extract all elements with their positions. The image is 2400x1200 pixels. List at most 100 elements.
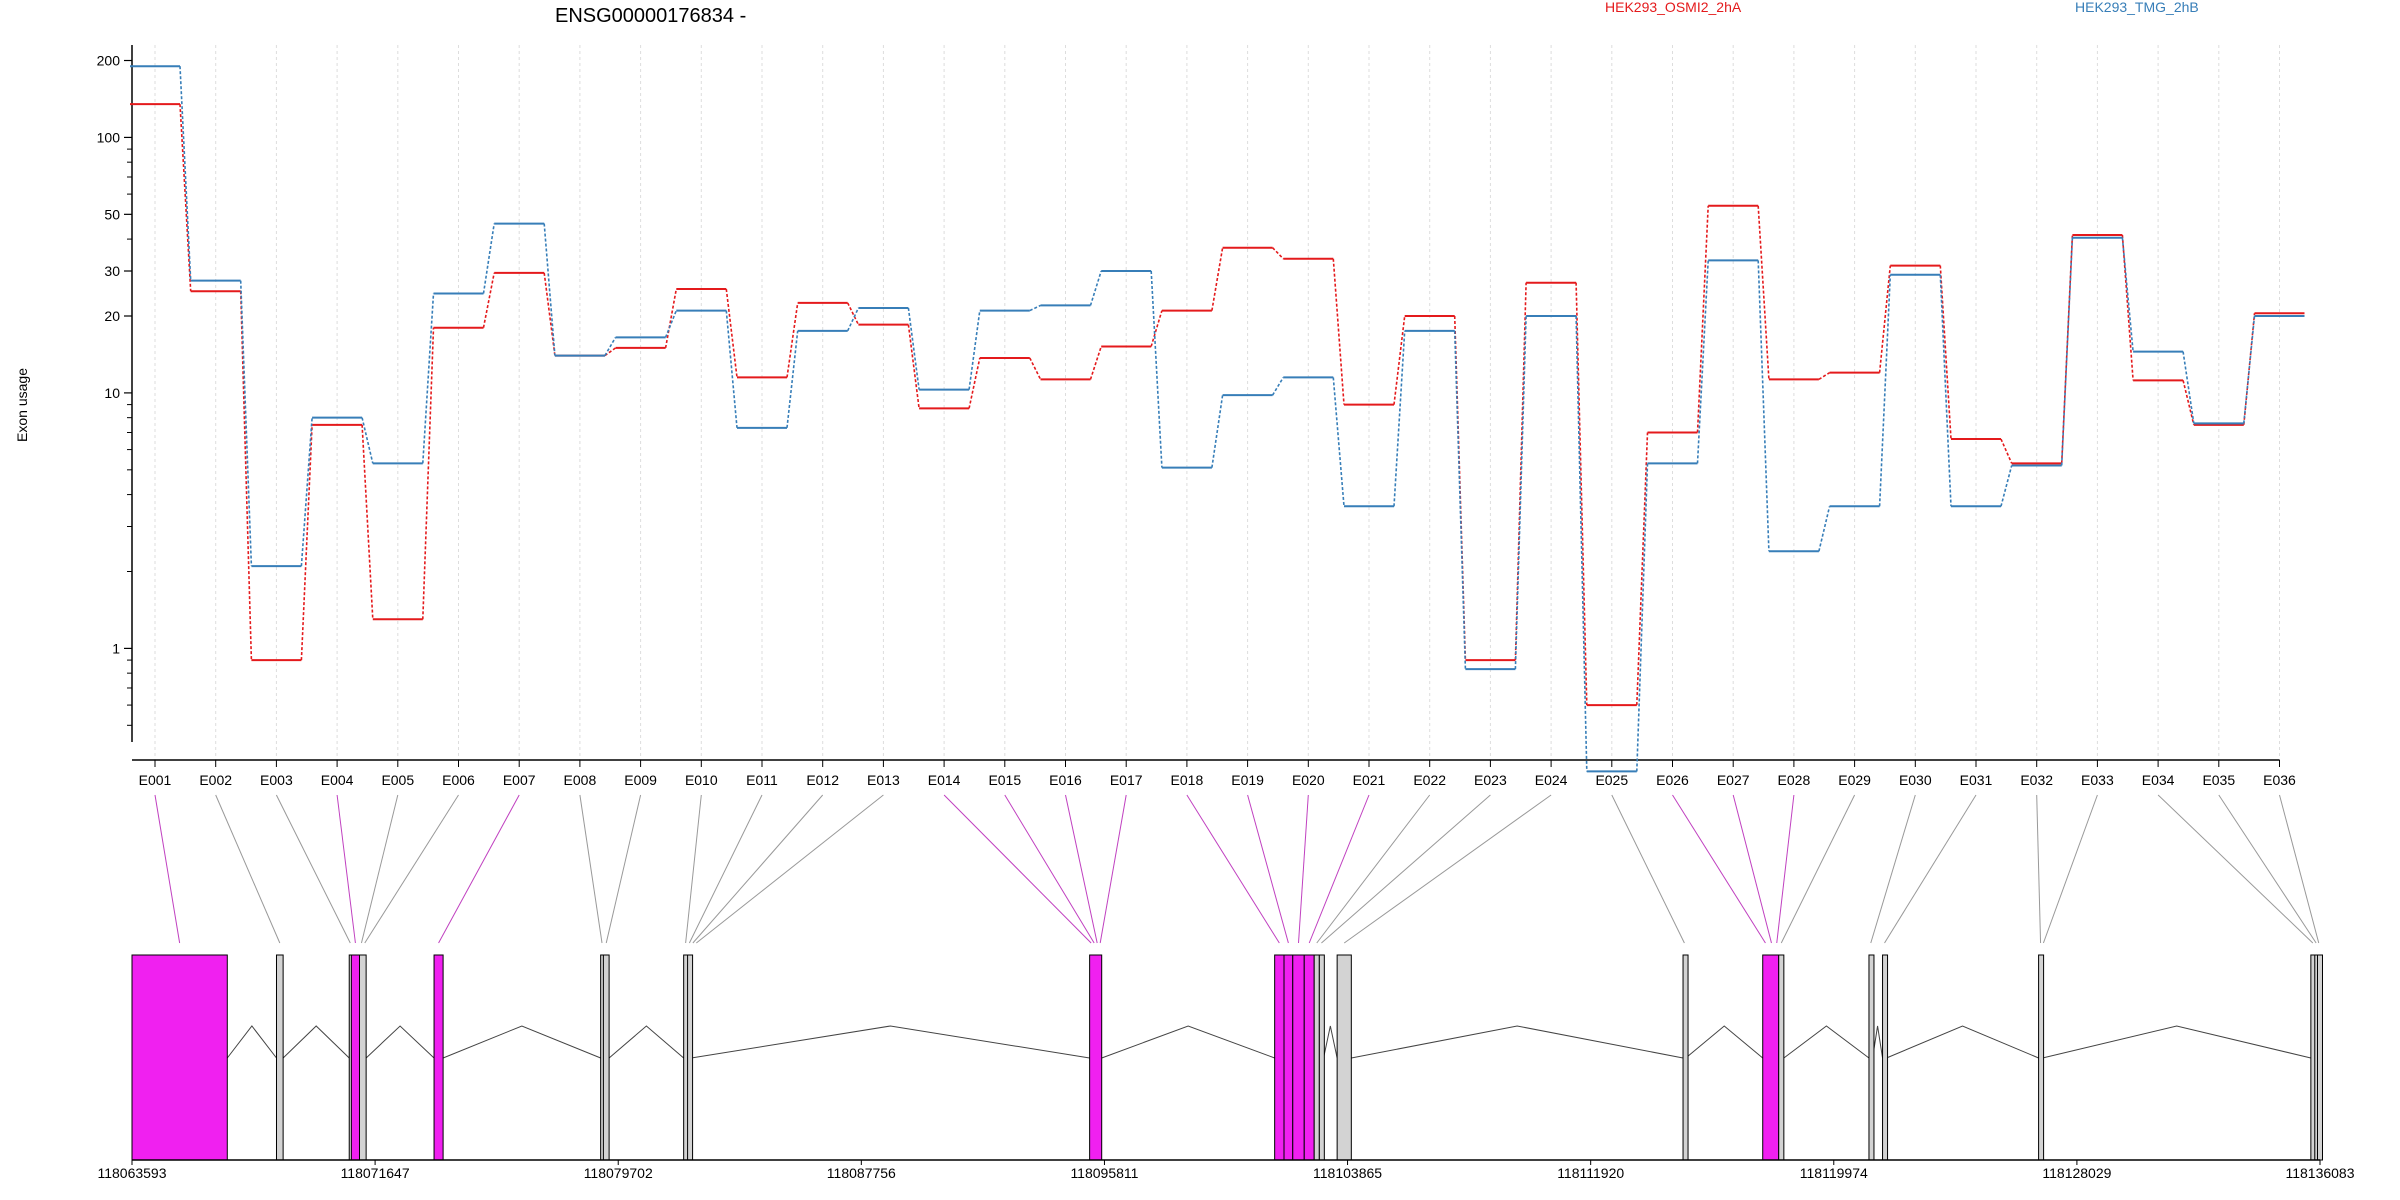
x-tick-label: E030 (1899, 772, 1932, 788)
exon-connector (1004, 794, 1095, 944)
connector (1453, 330, 1467, 670)
coordinate-label: 118087756 (827, 1165, 896, 1181)
connector (846, 302, 860, 326)
exon-block (2316, 954, 2323, 1161)
exon-connector (275, 794, 351, 944)
connector (1939, 274, 1952, 507)
exon-connector (685, 794, 702, 944)
exon-connector (605, 794, 642, 944)
y-axis-label: Exon usage (14, 368, 30, 442)
connector (239, 280, 253, 567)
x-tick-label: E012 (806, 772, 839, 788)
exon-connector (1186, 794, 1280, 944)
exon-block (433, 954, 444, 1161)
legend-entry-series-b: HEK293_TMG_2hB (2075, 0, 2199, 15)
connector (1211, 395, 1224, 468)
connector (1636, 432, 1649, 706)
exon-connector (1780, 794, 1856, 944)
connector (1696, 205, 1709, 433)
connector (1332, 258, 1345, 405)
exon-connector (1247, 794, 1289, 944)
exon-block (1882, 954, 1889, 1161)
connector (1636, 463, 1649, 772)
x-tick-label: E011 (746, 772, 778, 788)
connector (1211, 247, 1224, 311)
connector (604, 336, 617, 356)
connector (2243, 313, 2256, 425)
exon-connector (2042, 794, 2098, 944)
intron (365, 1025, 435, 1059)
exon-connector (696, 794, 884, 944)
connector (2121, 234, 2134, 381)
exon-connector (2036, 794, 2042, 944)
y-tick-label: 50 (104, 206, 120, 222)
x-tick-label: E034 (2142, 772, 2175, 788)
intron (608, 1025, 684, 1059)
connector (2121, 237, 2134, 352)
connector (786, 330, 799, 428)
x-tick-label: E004 (321, 772, 354, 788)
x-tick-label: E029 (1838, 772, 1871, 788)
coordinate-label: 118095811 (1070, 1165, 1138, 1181)
x-tick-label: E015 (988, 772, 1021, 788)
connector (361, 417, 374, 464)
connector (1150, 270, 1163, 468)
x-tick-label: E001 (139, 772, 172, 788)
gene-model: 118063593 118071647 118079702 118087756 1180… (97, 794, 2355, 1181)
x-tick-label: E026 (1656, 772, 1689, 788)
connector (846, 307, 860, 332)
exon-connector (336, 794, 356, 944)
connector (1878, 265, 1892, 373)
x-tick-label: E016 (1049, 772, 1082, 788)
exon-connector (2157, 794, 2314, 944)
intron (1101, 1025, 1275, 1059)
plot-area: 1 10 20 30 50 100 200 E001 E002 E003 E004 E005 E006 E… (97, 45, 2305, 788)
exon-connector (1870, 794, 1916, 944)
y-tick-label: 200 (97, 53, 121, 69)
connector (786, 302, 799, 378)
exon-connector (1884, 794, 1977, 944)
x-tick-label: E024 (1535, 772, 1568, 788)
x-tick-label: E025 (1595, 772, 1628, 788)
connector (300, 424, 313, 661)
connector (361, 424, 374, 620)
exon-block (2038, 954, 2045, 1161)
coordinate-label: 118119974 (1800, 1165, 1868, 1181)
intron (282, 1025, 350, 1059)
y-tick-label: 20 (104, 308, 120, 324)
exon-block (350, 954, 360, 1161)
x-tick-label: E028 (1778, 772, 1811, 788)
intron (691, 1025, 1090, 1059)
x-tick-label: E023 (1474, 772, 1507, 788)
connector (1939, 265, 1952, 440)
connector (2000, 438, 2013, 464)
exon-block (131, 954, 228, 1161)
coordinate-label: 118079702 (584, 1165, 653, 1181)
connector (1029, 304, 1041, 312)
intron (2042, 1025, 2311, 1059)
connector (2060, 237, 2074, 466)
connector (664, 310, 678, 338)
x-tick-label: E032 (2020, 772, 2053, 788)
coordinate-label: 118103865 (1313, 1165, 1382, 1181)
connector (1089, 346, 1102, 380)
x-tick-label: E014 (928, 772, 961, 788)
intron (442, 1025, 601, 1059)
connector (968, 310, 981, 390)
connector (1575, 315, 1588, 772)
x-tick-label: E009 (624, 772, 657, 788)
exon-connector (1776, 794, 1795, 944)
x-tick-label: E008 (564, 772, 597, 788)
exon-connector (438, 794, 520, 944)
exon-block (1868, 954, 1875, 1161)
connector (1878, 274, 1892, 507)
exon-connector (360, 794, 399, 944)
y-tick-label: 30 (104, 263, 120, 279)
coordinate-label: 118128029 (2042, 1165, 2111, 1181)
y-tick-label: 100 (97, 129, 121, 145)
x-tick-label: E005 (381, 772, 414, 788)
connector (1757, 205, 1770, 380)
exon-block (1682, 954, 1689, 1161)
connector (543, 223, 556, 356)
